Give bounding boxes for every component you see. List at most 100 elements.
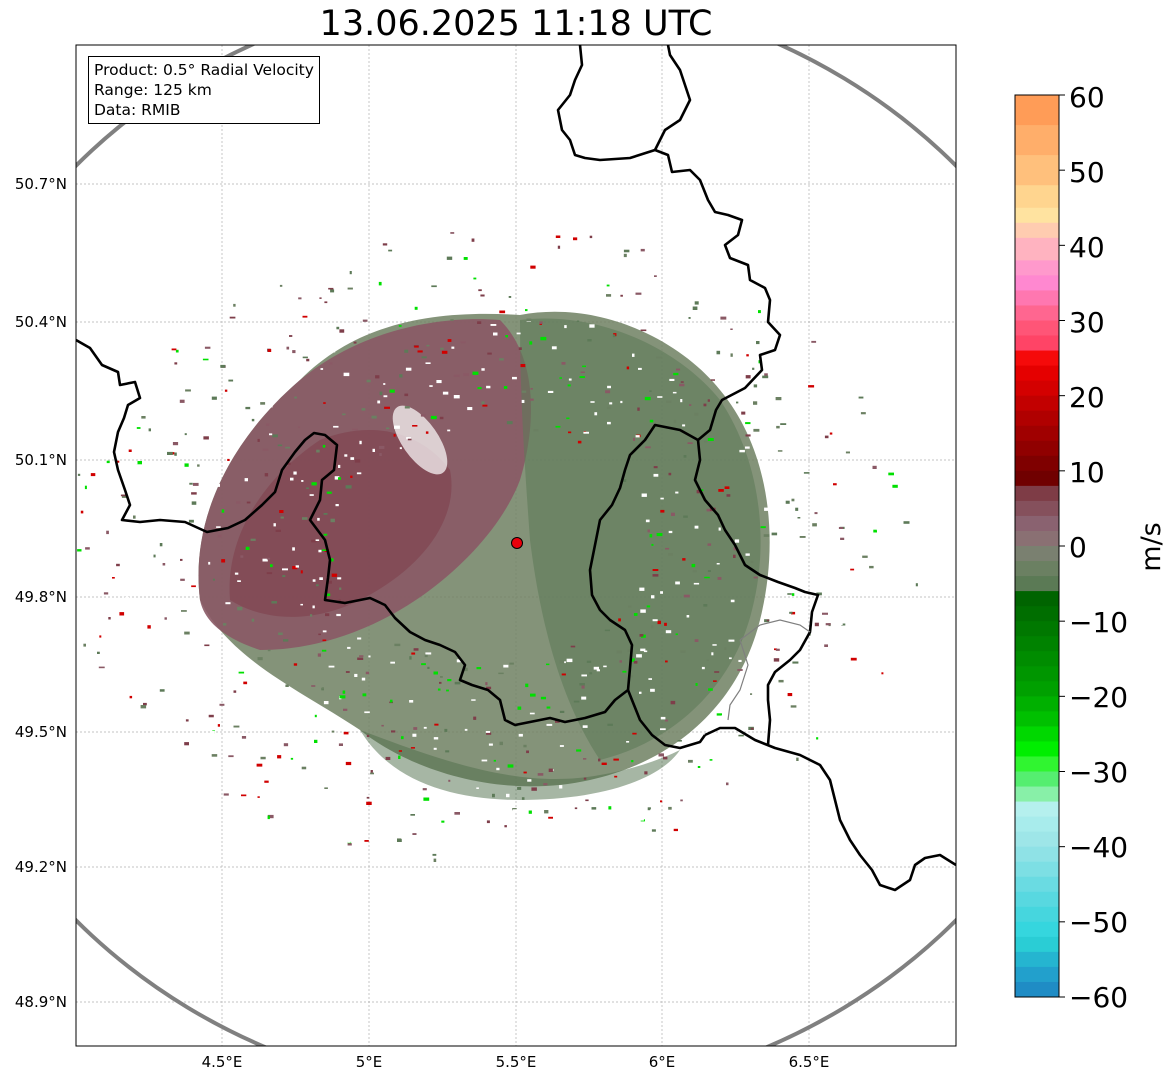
echo-speckle (192, 482, 199, 486)
echo-speckle (570, 645, 576, 648)
colorbar-band (1015, 485, 1059, 502)
echo-speckle (421, 356, 427, 359)
echo-speckle (404, 393, 409, 397)
echo-speckle (598, 758, 601, 762)
echo-speckle (858, 396, 864, 399)
echo-speckle (714, 671, 720, 673)
echo-speckle (405, 367, 412, 371)
echo-speckle (140, 705, 147, 709)
echo-speckle (660, 497, 664, 500)
echo-speckle (148, 428, 151, 432)
colorbar-band (1015, 741, 1059, 757)
echo-speckle (633, 613, 638, 616)
echo-speckle (854, 557, 860, 560)
echo-speckle (173, 570, 177, 572)
echo-speckle (446, 284, 451, 287)
echo-speckle (641, 493, 647, 497)
echo-speckle (521, 797, 525, 800)
colorbar-tick-label: −10 (1069, 606, 1128, 639)
echo-speckle (184, 463, 189, 467)
echo-speckle (184, 742, 189, 746)
echo-speckle (789, 611, 793, 614)
echo-speckle (850, 524, 856, 527)
echo-speckle (675, 633, 678, 636)
echo-speckle (745, 434, 751, 437)
echo-speckle (632, 353, 635, 357)
echo-speckle (257, 438, 260, 442)
echo-speckle (456, 659, 461, 663)
echo-speckle (703, 440, 708, 443)
echo-speckle (269, 433, 273, 436)
colorbar-tick-label: 40 (1069, 231, 1105, 264)
echo-speckle (668, 553, 673, 556)
echo-speckle (546, 723, 553, 726)
echo-speckle (676, 368, 681, 371)
colorbar-band (1015, 966, 1059, 983)
echo-speckle (396, 826, 402, 830)
echo-speckle (504, 281, 509, 285)
echo-speckle (651, 595, 655, 599)
echo-speckle (533, 429, 539, 432)
lon-label: 5.5°E (496, 1053, 537, 1071)
echo-speckle (639, 587, 645, 591)
echo-speckle (507, 764, 514, 768)
echo-speckle (366, 796, 370, 799)
echo-speckle (366, 734, 370, 738)
echo-speckle (548, 816, 553, 819)
echo-speckle (425, 362, 431, 364)
echo-speckle (260, 756, 266, 760)
echo-speckle (343, 372, 350, 377)
colorbar-band (1015, 906, 1059, 923)
echo-speckle (603, 665, 607, 668)
echo-speckle (345, 671, 350, 673)
echo-speckle (745, 375, 751, 379)
echo-speckle (559, 660, 565, 664)
echo-speckle (480, 294, 485, 297)
echo-speckle (841, 623, 846, 626)
echo-speckle (330, 558, 334, 562)
echo-speckle (301, 814, 305, 817)
echo-speckle (367, 790, 370, 794)
echo-speckle (339, 329, 345, 333)
echo-speckle (651, 543, 654, 546)
echo-speckle (791, 574, 797, 578)
echo-speckle (721, 752, 726, 754)
echo-speckle (460, 341, 466, 344)
echo-speckle (243, 681, 248, 685)
echo-speckle (353, 341, 357, 344)
echo-speckle (481, 759, 488, 762)
echo-speckle (120, 494, 126, 497)
echo-speckle (481, 368, 485, 371)
echo-speckle (431, 285, 437, 288)
echo-speckle (375, 375, 380, 379)
echo-speckle (217, 724, 220, 727)
echo-speckle (407, 316, 410, 319)
echo-speckle (267, 815, 270, 820)
echo-speckle (680, 381, 684, 383)
echo-speckle (202, 358, 209, 361)
echo-speckle (429, 385, 433, 387)
echo-speckle (342, 413, 346, 416)
colorbar-band (1015, 440, 1059, 457)
radar-noise-speckles (76, 228, 918, 862)
echo-speckle (85, 547, 90, 550)
echo-speckle (439, 416, 444, 420)
echo-speckle (174, 452, 177, 456)
lon-label: 4.5°E (202, 1053, 243, 1071)
echo-speckle (498, 672, 504, 675)
echo-speckle (574, 807, 578, 810)
echo-speckle (280, 706, 284, 709)
echo-speckle (246, 729, 251, 732)
echo-speckle (447, 679, 452, 682)
echo-speckle (275, 529, 281, 532)
echo-speckle (764, 619, 770, 623)
colorbar-band (1015, 936, 1059, 953)
echo-speckle (660, 716, 666, 720)
echo-speckle (673, 828, 678, 832)
echo-speckle (183, 703, 189, 705)
echo-speckle (703, 403, 707, 407)
echo-speckle (529, 341, 533, 345)
echo-speckle (256, 763, 263, 767)
echo-speckle (233, 690, 237, 693)
echo-speckle (399, 374, 403, 378)
